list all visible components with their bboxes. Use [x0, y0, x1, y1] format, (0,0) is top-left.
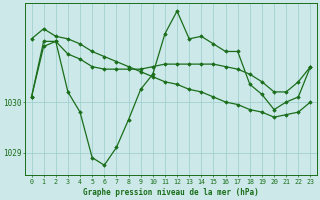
X-axis label: Graphe pression niveau de la mer (hPa): Graphe pression niveau de la mer (hPa): [83, 188, 259, 197]
